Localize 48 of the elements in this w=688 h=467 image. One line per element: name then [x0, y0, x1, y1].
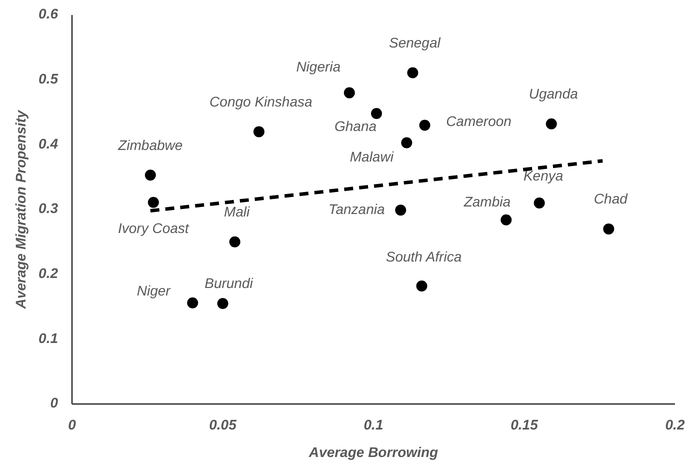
point: [407, 67, 418, 78]
series-label: Congo Kinshasa: [210, 93, 313, 110]
series-label: Senegal: [389, 34, 442, 50]
series-label: Mali: [224, 204, 251, 220]
series-label: South Africa: [386, 248, 462, 265]
point: [500, 214, 512, 226]
series-label: Nigeria: [296, 58, 341, 75]
x-axis-title: Average Borrowing: [308, 444, 439, 460]
point: [344, 87, 355, 98]
point: [419, 120, 430, 131]
y-tick-label: 0.6: [38, 6, 58, 22]
series-label: Uganda: [528, 86, 578, 102]
point: [144, 170, 156, 181]
series-label: Cameroon: [446, 112, 512, 129]
series-label: Niger: [136, 282, 172, 299]
point: [546, 118, 557, 130]
series-label: Burundi: [204, 275, 254, 292]
point: [371, 108, 382, 120]
x-tick-label: 0.2: [665, 416, 685, 433]
x-tick-label: 0.05: [209, 416, 237, 433]
point: [416, 280, 428, 292]
point: [148, 196, 159, 208]
point: [534, 198, 545, 209]
point: [229, 236, 240, 248]
x-tick-label: 0.15: [510, 416, 538, 433]
series-label: Zambia: [462, 194, 511, 210]
y-tick-label: 0.5: [38, 70, 58, 87]
point: [603, 223, 614, 234]
series-label: Kenya: [523, 168, 564, 184]
series-label: Ivory Coast: [118, 220, 190, 236]
point: [187, 297, 198, 308]
x-tick-label: 0.1: [364, 416, 384, 433]
y-tick-label: 0.2: [38, 265, 58, 282]
y-tick-label: 0.1: [38, 330, 58, 346]
series-label: Malawi: [350, 148, 394, 164]
y-tick-label: 0.4: [38, 135, 58, 152]
y-axis-title: Average Migration Propensity: [12, 109, 29, 310]
series-label: Chad: [594, 190, 629, 207]
series-label: Zimbabwe: [117, 136, 183, 153]
point: [253, 126, 264, 138]
series-label: Ghana: [334, 118, 377, 134]
point: [217, 298, 228, 309]
point: [401, 137, 412, 148]
x-tick-label: 0: [68, 416, 76, 433]
series-label: Tanzania: [328, 200, 385, 217]
point: [395, 204, 406, 216]
y-tick-label: 0: [50, 394, 58, 411]
y-tick-label: 0.3: [38, 200, 58, 216]
